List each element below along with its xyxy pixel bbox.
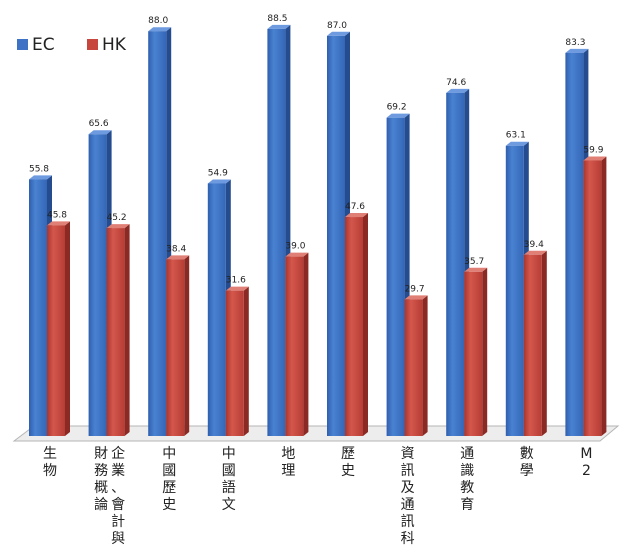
category-label-8-0-1: 學 [520,463,534,479]
bar-hk-6 [404,295,428,436]
value-label-ec-9: 83.3 [565,38,585,48]
bar-hk-1 [106,224,130,436]
category-label-5-0-1: 史 [341,463,355,479]
category-label-1-0-1: 務 [94,463,108,479]
category-label-4-0-1: 理 [281,463,295,479]
bar-hk-9 [583,156,607,436]
legend-swatch-ec [17,39,28,50]
value-label-hk-1: 45.2 [107,213,127,223]
bar-hk-3 [225,286,249,436]
bar-hk-0 [47,221,70,436]
category-label-1-1-4: 計 [111,514,125,530]
value-label-ec-1: 65.6 [89,119,109,129]
category-label-6-0-5: 科 [401,531,415,547]
bar-ec-1 [88,130,112,437]
value-label-ec-2: 88.0 [148,16,168,26]
bar-hk-4 [285,252,309,436]
category-label-6-0-2: 及 [401,480,415,496]
category-label-2-0-1: 國 [162,463,176,479]
category-label-1-1-0: 企 [111,445,125,462]
category-label-3-0-2: 語 [222,480,236,496]
value-label-ec-4: 88.5 [267,14,287,24]
value-label-hk-0: 45.8 [47,210,67,220]
category-label-8-0-0: 數 [520,446,534,462]
category-label-1-0-0: 財 [94,446,108,462]
legend-label-ec: EC [32,35,55,55]
category-label-3-0-1: 國 [222,463,236,479]
category-label-6-0-3: 通 [401,497,415,513]
category-label-2-0-0: 中 [162,446,176,462]
category-label-5-0-0: 歷 [341,446,355,462]
bar-hk-7 [464,267,488,436]
value-label-hk-5: 47.6 [345,202,365,212]
legend-swatch-hk [87,39,98,50]
value-label-ec-3: 54.9 [208,168,228,178]
category-label-1-0-3: 論 [94,497,108,513]
bar-hk-8 [523,250,547,436]
category-label-2-0-2: 歷 [162,480,176,496]
value-label-ec-8: 63.1 [506,131,526,141]
category-label-6-0-4: 訊 [401,514,415,530]
category-label-6-0-0: 資 [401,446,415,462]
category-label-3-0-3: 文 [222,497,236,513]
legend-label-hk: HK [102,35,127,55]
value-label-hk-4: 39.0 [285,242,305,252]
category-label-9-0-0: M [580,446,592,462]
bar-hk-5 [345,213,368,436]
category-label-3-0-0: 中 [222,446,236,462]
category-label-7-0-0: 通 [460,446,474,462]
value-label-hk-3: 31.6 [226,276,246,286]
value-label-ec-7: 74.6 [446,78,466,88]
value-label-hk-8: 39.4 [524,240,544,250]
category-label-6-0-1: 訊 [401,463,415,479]
category-label-1-1-5: 與 [111,531,125,547]
category-label-1-1-3: 會 [111,497,125,513]
category-label-1-1-2: 、 [111,480,125,496]
category-label-7-0-3: 育 [460,497,474,513]
category-label-0-0-0: 生 [43,446,57,462]
category-label-1-1-1: 業 [111,463,125,479]
category-label-7-0-1: 識 [460,463,474,479]
category-label-2-0-3: 史 [162,497,176,513]
category-label-7-0-2: 教 [460,480,474,496]
value-label-hk-2: 38.4 [166,244,186,254]
value-label-ec-5: 87.0 [327,21,347,31]
value-label-hk-6: 29.7 [405,284,425,294]
value-label-ec-0: 55.8 [29,164,49,174]
category-label-0-0-1: 物 [43,463,57,479]
value-label-hk-9: 59.9 [583,145,603,155]
category-label-1-0-2: 概 [94,480,108,496]
bar-hk-2 [166,255,190,436]
value-label-ec-6: 69.2 [387,103,407,113]
value-label-hk-7: 35.7 [464,257,484,267]
category-label-4-0-0: 地 [281,446,295,462]
category-label-9-0-1: 2 [582,463,591,479]
